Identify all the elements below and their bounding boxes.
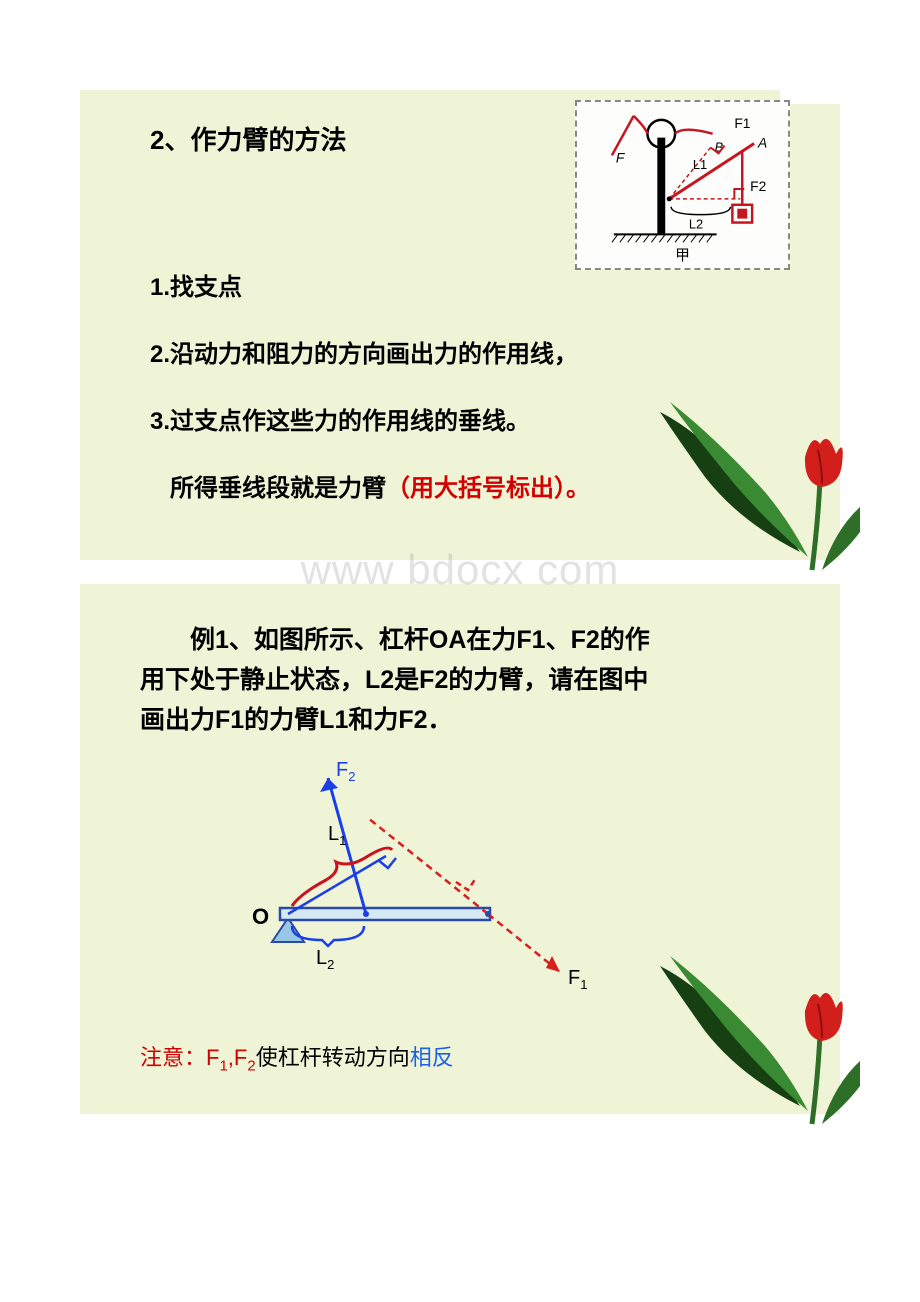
page-container: 2、作力臂的方法 xyxy=(0,0,920,1198)
label-L2: L2 xyxy=(689,216,703,231)
slide-1: 2、作力臂的方法 xyxy=(80,90,840,560)
conclusion-black: 所得垂线段就是力臂 xyxy=(170,475,386,502)
slide1-diagram-svg: F A B L1 F1 F2 xyxy=(583,108,783,266)
label-O: O xyxy=(252,904,269,929)
label-L1: L1 xyxy=(693,157,707,172)
note-sub2: 2 xyxy=(247,1057,255,1074)
ex-line2: 用下处于静止状态，L2是F2的力臂，请在图中 xyxy=(140,666,648,694)
ex-line3: 画出力F1的力臂L1和力F2． xyxy=(140,706,453,734)
example-text: 例1、如图所示、杠杆OA在力F1、F2的作 用下处于静止状态，L2是F2的力臂，… xyxy=(140,620,800,740)
slide2-diagram-svg: O L2 F2 L1 F1 xyxy=(200,750,640,1010)
slide1-step1: 1.找支点 xyxy=(150,267,800,302)
slide1-diagram-box: F A B L1 F1 F2 xyxy=(575,100,790,270)
label-L1: L1 xyxy=(328,823,346,848)
label-F2: F2 xyxy=(750,178,766,194)
note-sub1: 1 xyxy=(219,1057,227,1074)
note-suffix: 使杠杆转动方向 xyxy=(256,1045,410,1070)
ex-line1: 例1、如图所示、杠杆OA在力F1、F2的作 xyxy=(190,626,650,654)
label-F2: F2 xyxy=(336,759,355,784)
conclusion-red: （用大括号标出）。 xyxy=(386,475,590,502)
slide1-step2: 2.沿动力和阻力的方向画出力的作用线， xyxy=(150,334,800,369)
label-F1: F1 xyxy=(568,967,587,992)
label-A: A xyxy=(757,135,767,151)
note-mid: ,F xyxy=(228,1045,248,1070)
tulip-decoration-2 xyxy=(660,956,860,1126)
label-L2: L2 xyxy=(316,947,334,972)
label-jia: 甲 xyxy=(675,248,690,264)
label-F1: F1 xyxy=(734,115,750,131)
note-prefix: 注意：F xyxy=(140,1045,219,1070)
note-blue: 相反 xyxy=(410,1045,454,1070)
watermark-text: www bdocx com xyxy=(301,546,620,594)
label-F: F xyxy=(616,149,626,165)
slide-2: www bdocx com 例1、如图所示、杠杆OA在力F1、F2的作 用下处于… xyxy=(80,584,840,1114)
tulip-decoration-1 xyxy=(660,402,860,572)
